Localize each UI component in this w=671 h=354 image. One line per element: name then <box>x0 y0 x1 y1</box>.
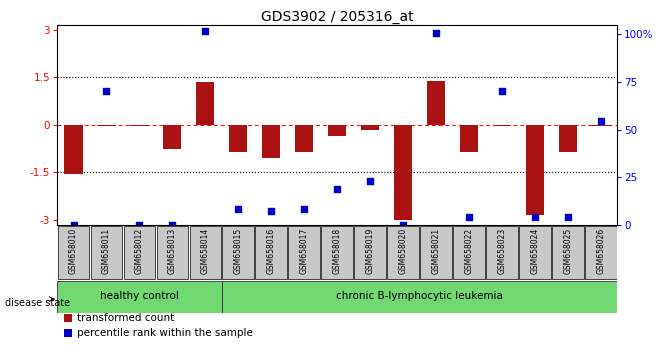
Text: GSM658025: GSM658025 <box>564 228 572 274</box>
Point <box>529 214 540 219</box>
Text: disease state: disease state <box>5 298 70 308</box>
Bar <box>592 125 610 126</box>
Bar <box>493 125 511 126</box>
Bar <box>289 226 320 279</box>
Bar <box>361 125 379 130</box>
Point <box>464 214 474 219</box>
Text: GSM658021: GSM658021 <box>431 228 441 274</box>
Text: GSM658013: GSM658013 <box>168 228 177 274</box>
Text: GSM658024: GSM658024 <box>530 228 539 274</box>
Point <box>299 206 309 212</box>
Text: GSM658022: GSM658022 <box>464 228 474 274</box>
Bar <box>387 226 419 279</box>
Text: GSM658026: GSM658026 <box>597 228 605 274</box>
Point <box>497 88 507 93</box>
Bar <box>295 125 313 152</box>
Point <box>101 88 112 93</box>
Bar <box>585 226 617 279</box>
Text: GSM658020: GSM658020 <box>399 228 407 274</box>
Bar <box>64 314 72 322</box>
Point <box>68 222 79 228</box>
Bar <box>64 125 83 174</box>
Text: GSM658018: GSM658018 <box>333 228 342 274</box>
Bar <box>460 125 478 152</box>
Bar <box>64 329 72 337</box>
Bar <box>229 125 248 152</box>
Text: percentile rank within the sample: percentile rank within the sample <box>77 328 253 338</box>
Bar <box>453 226 485 279</box>
Text: GSM658010: GSM658010 <box>69 228 78 274</box>
Bar <box>427 81 445 125</box>
Point <box>562 214 573 219</box>
Point <box>233 206 244 212</box>
Bar <box>420 226 452 279</box>
Bar <box>97 125 115 126</box>
Text: GSM658023: GSM658023 <box>497 228 507 274</box>
Bar <box>321 226 353 279</box>
Bar <box>486 226 518 279</box>
Point <box>167 222 178 228</box>
Text: transformed count: transformed count <box>77 313 174 323</box>
Bar <box>189 226 221 279</box>
Point <box>398 222 409 228</box>
Bar <box>222 281 617 313</box>
Text: chronic B-lymphocytic leukemia: chronic B-lymphocytic leukemia <box>336 291 503 302</box>
Point <box>595 118 606 124</box>
Text: GSM658016: GSM658016 <box>267 228 276 274</box>
Bar <box>91 226 122 279</box>
Bar <box>526 125 544 215</box>
Bar <box>223 226 254 279</box>
Bar <box>256 226 287 279</box>
Bar <box>57 281 222 313</box>
Bar <box>156 226 188 279</box>
Bar <box>58 226 89 279</box>
Bar <box>394 125 412 220</box>
Bar <box>328 125 346 136</box>
Text: GSM658011: GSM658011 <box>102 228 111 274</box>
Text: GSM658019: GSM658019 <box>366 228 374 274</box>
Bar <box>552 226 584 279</box>
Bar <box>519 226 551 279</box>
Bar <box>197 82 215 125</box>
Bar <box>262 125 280 158</box>
Point <box>365 178 376 184</box>
Title: GDS3902 / 205316_at: GDS3902 / 205316_at <box>261 10 413 24</box>
Bar <box>559 125 577 152</box>
Text: GSM658012: GSM658012 <box>135 228 144 274</box>
Bar <box>123 226 155 279</box>
Text: healthy control: healthy control <box>100 291 179 302</box>
Bar <box>130 125 148 126</box>
Bar <box>354 226 386 279</box>
Point <box>431 30 442 36</box>
Point <box>266 208 276 213</box>
Bar <box>163 125 181 149</box>
Point <box>331 186 342 192</box>
Point <box>134 222 145 228</box>
Point <box>200 28 211 34</box>
Text: GSM658017: GSM658017 <box>300 228 309 274</box>
Text: GSM658015: GSM658015 <box>234 228 243 274</box>
Text: GSM658014: GSM658014 <box>201 228 210 274</box>
